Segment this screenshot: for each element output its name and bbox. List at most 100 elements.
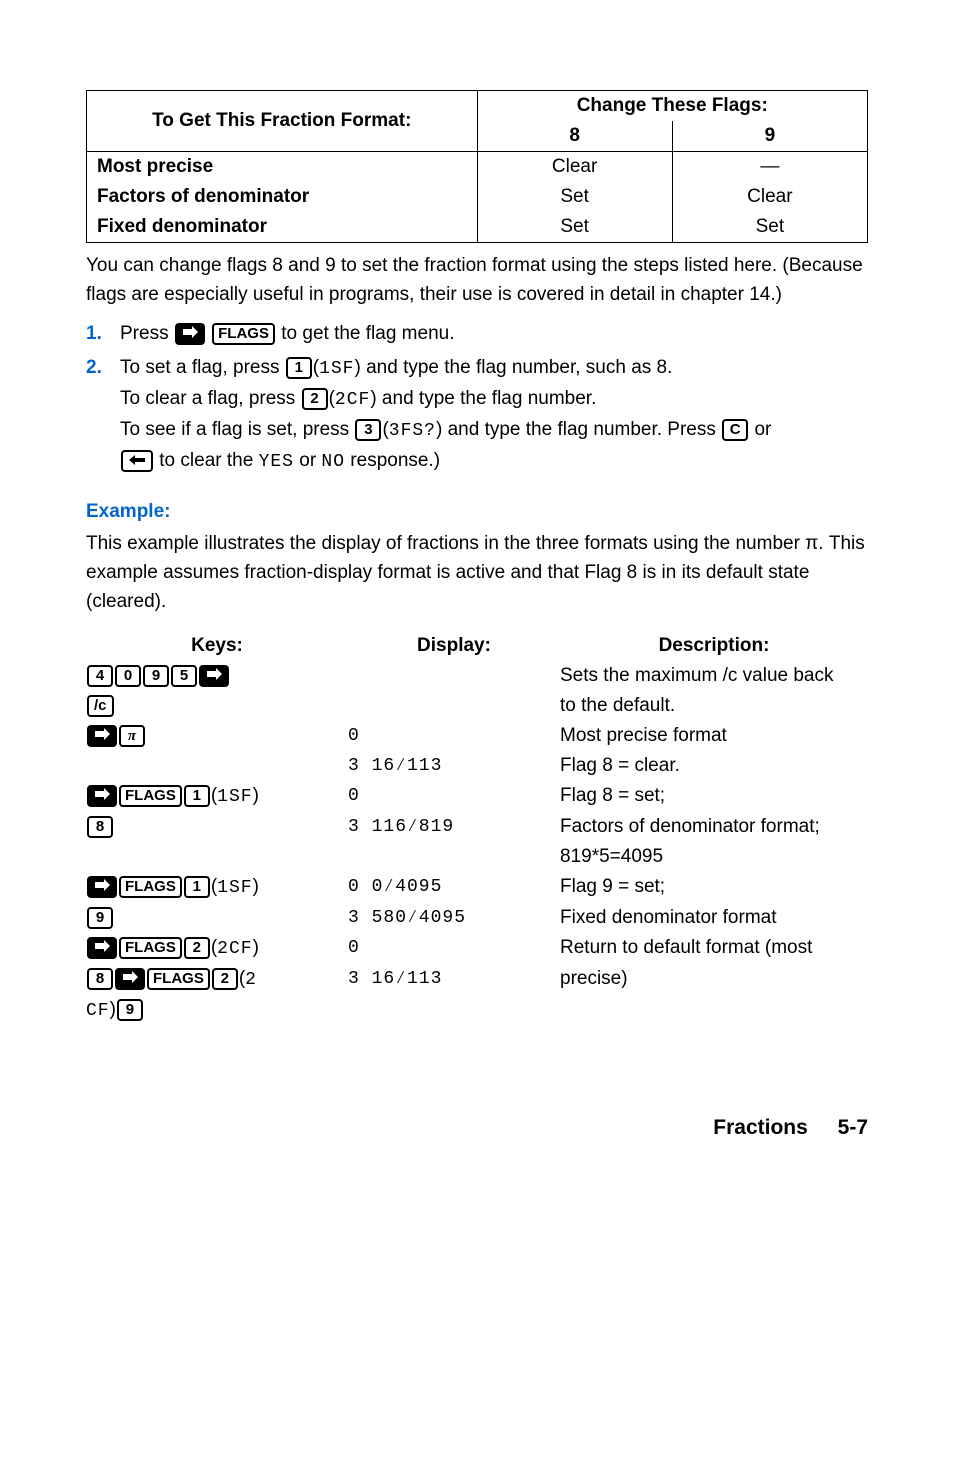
key-9: 9 [117, 999, 143, 1021]
seg-cf: CF [86, 1001, 110, 1021]
seg-2: 2 [245, 970, 257, 990]
th-description: Description: [560, 634, 868, 661]
keys-cell: 4095 [86, 661, 348, 691]
row-label: Most precise [87, 152, 478, 183]
text: To clear a flag, press [120, 388, 301, 409]
step-number: 1. [86, 319, 120, 349]
th-8: 8 [477, 121, 672, 152]
flags-key: FLAGS [119, 937, 182, 959]
shift-key-icon [87, 725, 117, 747]
desc-cell: precise) [560, 964, 868, 995]
intro-text: You can change flags 8 and 9 to set the … [86, 251, 868, 309]
example-heading: Example: [86, 501, 868, 523]
desc-cell [560, 995, 868, 1026]
keys-cell [86, 842, 348, 872]
key-4: 4 [87, 665, 113, 687]
text: ) and type the flag number. [370, 388, 596, 409]
row-label: Factors of denominator [87, 182, 478, 212]
key-5: 5 [171, 665, 197, 687]
shift-key-icon [87, 937, 117, 959]
seg-no: NO [321, 452, 345, 472]
display-cell [348, 842, 560, 872]
text: or [294, 450, 321, 471]
seg-1sf: 1SF [217, 878, 252, 898]
steps-list: 1. Press FLAGS to get the flag menu. 2. … [86, 319, 868, 477]
text: to clear the [154, 450, 259, 471]
text: To set a flag, press [120, 357, 285, 378]
key-8: 8 [87, 968, 113, 990]
display-cell [348, 995, 560, 1026]
desc-cell: Return to default format (most [560, 933, 868, 964]
text: to get the flag menu. [281, 323, 454, 344]
flags-key: FLAGS [147, 968, 210, 990]
keys-cell: FLAGS1(1SF) [86, 781, 348, 812]
flag-format-table: To Get This Fraction Format: Change Thes… [86, 90, 868, 243]
page-footer: Fractions 5-7 [86, 1116, 868, 1140]
th-keys: Keys: [86, 634, 348, 661]
text: ) and type the flag number, such as 8. [354, 357, 672, 378]
step-number: 2. [86, 353, 120, 477]
display-cell: 3 16⁄113 [348, 751, 560, 781]
keys-cell: FLAGS2(2CF) [86, 933, 348, 964]
back-key-icon [121, 450, 153, 472]
th-display: Display: [348, 634, 560, 661]
keys-cell: /c [86, 691, 348, 721]
desc-cell: Fixed denominator format [560, 903, 868, 933]
desc-cell: to the default. [560, 691, 868, 721]
th-format: To Get This Fraction Format: [87, 91, 478, 152]
key-1: 1 [184, 876, 210, 898]
display-cell [348, 691, 560, 721]
row-f8: Clear [477, 152, 672, 183]
key-0: 0 [115, 665, 141, 687]
text: or [749, 419, 771, 440]
seg-yes: YES [259, 452, 294, 472]
display-cell: 0 0⁄4095 [348, 872, 560, 903]
text: To see if a flag is set, press [120, 419, 354, 440]
key-1: 1 [184, 785, 210, 807]
keys-cell: π [86, 721, 348, 751]
row-f9: Clear [672, 182, 867, 212]
shift-key-icon [87, 876, 117, 898]
key-3: 3 [355, 419, 381, 441]
desc-cell: 819*5=4095 [560, 842, 868, 872]
text: Press [120, 323, 174, 344]
text: response.) [345, 450, 440, 471]
keys-cell: 8FLAGS2(2 [86, 964, 348, 995]
row-label: Fixed denominator [87, 212, 478, 243]
flags-key: FLAGS [119, 876, 182, 898]
key-pi: π [119, 725, 145, 747]
shift-key-icon [87, 785, 117, 807]
example-text: This example illustrates the display of … [86, 529, 868, 616]
key-2: 2 [184, 937, 210, 959]
display-cell: 0 [348, 781, 560, 812]
desc-cell: Sets the maximum /c value back [560, 661, 868, 691]
seg-2cf: 2CF [335, 390, 370, 410]
key-c: C [722, 419, 748, 441]
key-2: 2 [212, 968, 238, 990]
key-9: 9 [87, 907, 113, 929]
keys-cell: 8 [86, 812, 348, 842]
step-body: To set a flag, press 1(1SF) and type the… [120, 353, 868, 477]
flags-key: FLAGS [119, 785, 182, 807]
display-cell: 3 116⁄819 [348, 812, 560, 842]
keys-cell: CF)9 [86, 995, 348, 1026]
text: ) and type the flag number. Press [436, 419, 721, 440]
desc-cell: Factors of denominator format; [560, 812, 868, 842]
keys-cell: FLAGS1(1SF) [86, 872, 348, 903]
key-2: 2 [302, 388, 328, 410]
example-table: Keys: Display: Description: 4095 Sets th… [86, 634, 868, 1026]
display-cell: 3 16⁄113 [348, 964, 560, 995]
desc-cell: Flag 8 = clear. [560, 751, 868, 781]
shift-key-icon [199, 665, 229, 687]
key-9: 9 [143, 665, 169, 687]
display-cell [348, 661, 560, 691]
desc-cell: Most precise format [560, 721, 868, 751]
seg-2cf: 2CF [217, 939, 252, 959]
keys-cell: 9 [86, 903, 348, 933]
step-body: Press FLAGS to get the flag menu. [120, 319, 868, 349]
row-f9: — [672, 152, 867, 183]
seg-3fs: 3FS? [389, 421, 436, 441]
key-1: 1 [286, 357, 312, 379]
section-name: Fractions [713, 1116, 808, 1139]
th-flags: Change These Flags: [477, 91, 868, 122]
